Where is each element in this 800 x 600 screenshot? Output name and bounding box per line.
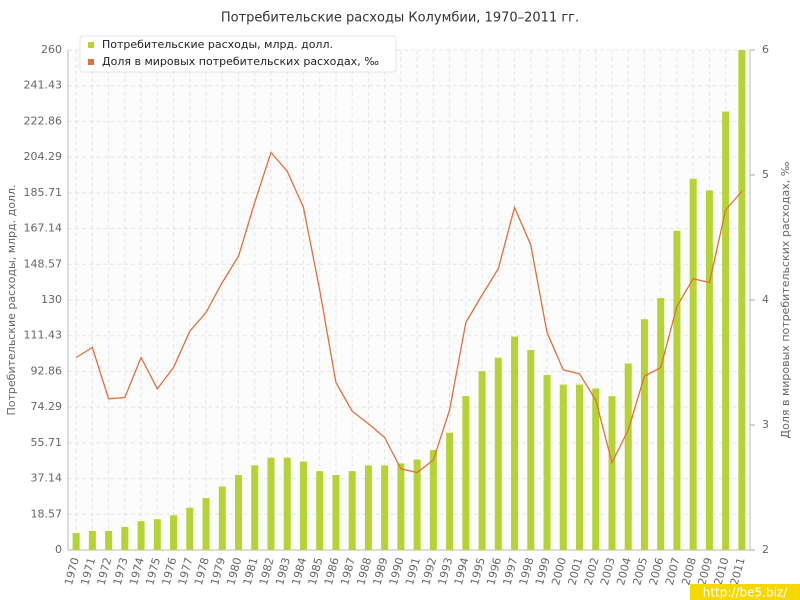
bar [137,521,145,550]
y-tick-label: 111.43 [24,329,63,342]
y-tick-label: 260 [41,43,62,56]
bar [283,457,291,550]
legend-label: Потребительские расходы, млрд. долл. [102,38,333,51]
y-tick-label: 0 [55,543,62,556]
y-tick-label: 74.29 [31,400,63,413]
bar [527,350,535,550]
y-tick-label: 148.57 [24,257,63,270]
bar [429,450,437,550]
y-tick-label: 167.14 [24,222,63,235]
bar [299,461,307,550]
bar [397,463,405,550]
y-tick-label: 204.29 [24,150,63,163]
bar [72,533,80,550]
bar [640,319,648,550]
bar [251,465,259,550]
bar [738,50,746,550]
bar [348,471,356,550]
y-tick-label: 241.43 [24,79,63,92]
bar [413,459,421,550]
legend-swatch [88,42,94,48]
bar [202,498,210,550]
bar [592,388,600,550]
bar [543,375,551,550]
watermark-bg [690,584,800,600]
y-tick-label: 185.71 [24,186,63,199]
bar [624,363,632,550]
bar [105,530,113,550]
bar [705,190,713,550]
bar [446,432,454,550]
bar [511,336,519,550]
bar [316,471,324,550]
bar [186,507,194,550]
legend-box [79,35,397,73]
bar [235,475,242,550]
bar [673,230,681,550]
y-tick-label: 92.86 [31,364,63,377]
bar [218,486,226,550]
bar [576,384,583,550]
chart-title: Потребительские расходы Колумбии, 1970–2… [221,11,579,26]
bar [88,530,96,550]
watermark: http://be5.biz/ [703,586,788,600]
bar [559,384,567,550]
y2-axis-title: Доля в мировых потребительских расходах,… [779,161,792,438]
y2-tick-label: 4 [762,293,769,306]
bar [494,357,502,550]
bar [364,465,372,550]
y-tick-label: 55.71 [31,436,63,449]
y-tick-label: 18.57 [31,507,63,520]
y-axis-title: Потребительские расходы, млрд. долл. [5,185,18,416]
bar [267,457,275,550]
y2-tick-label: 5 [762,168,769,181]
y2-tick-label: 6 [762,43,769,56]
bar [689,178,697,550]
y-tick-label: 37.14 [31,472,63,485]
legend-swatch [88,59,94,65]
legend-label: Доля в мировых потребительских расходах,… [102,55,379,68]
bar [381,465,389,550]
bar [332,475,340,550]
y-tick-label: 222.86 [24,114,63,127]
line [75,151,743,474]
bar [657,298,665,550]
bar [608,396,616,550]
y2-tick-label: 3 [762,418,769,431]
bar [170,515,178,550]
bar [153,519,161,550]
bar [121,526,129,550]
y2-tick-label: 2 [762,543,769,556]
bar [462,396,470,550]
bar [722,111,730,551]
bar [478,371,486,550]
y-tick-label: 130 [41,293,62,306]
